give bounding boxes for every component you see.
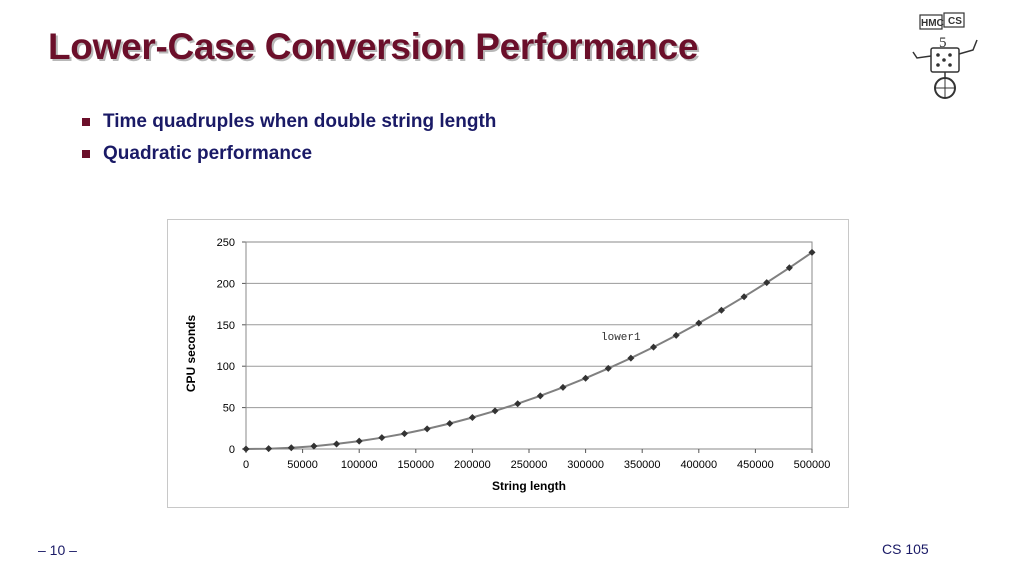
bullet-text: Quadratic performance <box>103 143 313 164</box>
data-point-marker <box>582 374 590 382</box>
x-tick-label: 500000 <box>794 459 831 471</box>
y-tick-label: 200 <box>217 278 235 290</box>
data-point-marker <box>355 437 363 445</box>
data-point-marker <box>604 364 612 372</box>
plot-area-border <box>245 241 813 450</box>
cpu-time-chart: 0 50 100 150 200 250 0 50000 100000 150000 200000 2… <box>184 237 831 493</box>
data-point-marker <box>423 425 431 433</box>
bullet-text: Time quadruples when double string lengt… <box>103 111 497 132</box>
course-label: CS 105 <box>882 541 929 557</box>
x-axis-title: String length <box>492 479 566 493</box>
data-point-marker <box>717 306 725 314</box>
data-point-marker <box>672 331 680 339</box>
data-point-marker <box>627 354 635 362</box>
y-tick-label: 50 <box>223 403 235 415</box>
data-point-marker <box>310 442 318 450</box>
data-point-marker <box>740 293 748 301</box>
data-point-marker <box>785 264 793 272</box>
hmc-cs-logo: HMC CS 5 <box>905 10 985 100</box>
data-point-marker <box>763 279 771 287</box>
x-tick-label: 100000 <box>341 459 378 471</box>
x-tick-label: 200000 <box>454 459 491 471</box>
x-tick-label: 400000 <box>680 459 717 471</box>
chart-frame: 0 50 100 150 200 250 0 50000 100000 150000 200000 2… <box>167 219 849 508</box>
y-tick-label: 150 <box>217 320 235 332</box>
series-line <box>245 251 813 450</box>
data-point-marker <box>695 319 703 327</box>
x-tick-label: 150000 <box>397 459 434 471</box>
bullet-item: Time quadruples when double string lengt… <box>82 106 496 138</box>
data-point-marker <box>468 414 476 422</box>
y-tick-label: 250 <box>217 237 235 249</box>
svg-text:5: 5 <box>939 35 947 51</box>
page-number: – 10 – <box>38 542 77 558</box>
data-point-marker <box>378 434 386 442</box>
x-tick-label: 450000 <box>737 459 774 471</box>
y-tick-label: 100 <box>217 361 235 373</box>
data-point-marker <box>287 444 295 452</box>
x-tick-label: 250000 <box>511 459 548 471</box>
bullet-square-icon <box>82 118 90 126</box>
x-tick-label: 50000 <box>287 459 318 471</box>
x-tick-label: 300000 <box>567 459 604 471</box>
y-tick-label: 0 <box>229 444 235 456</box>
data-point-marker <box>514 400 522 408</box>
data-point-marker <box>446 419 454 427</box>
y-axis-title: CPU seconds <box>184 314 198 392</box>
data-point-marker <box>491 407 499 415</box>
bullet-square-icon <box>82 150 90 158</box>
slide-title: Lower-Case Conversion Performance <box>48 26 699 67</box>
series-label: lower1 <box>601 332 641 344</box>
data-point-marker <box>559 383 567 391</box>
data-point-marker <box>242 445 250 453</box>
bullet-list: Time quadruples when double string lengt… <box>82 106 496 170</box>
svg-text:CS: CS <box>948 16 962 27</box>
data-point-marker <box>650 343 658 351</box>
data-point-marker <box>265 445 273 453</box>
svg-text:HMC: HMC <box>921 18 944 29</box>
x-tick-label: 0 <box>243 459 249 471</box>
data-point-marker <box>333 440 341 448</box>
x-tick-label: 350000 <box>624 459 661 471</box>
data-point-marker <box>400 430 408 438</box>
bullet-item: Quadratic performance <box>82 138 496 170</box>
data-point-marker <box>808 248 816 256</box>
data-point-marker <box>536 392 544 400</box>
